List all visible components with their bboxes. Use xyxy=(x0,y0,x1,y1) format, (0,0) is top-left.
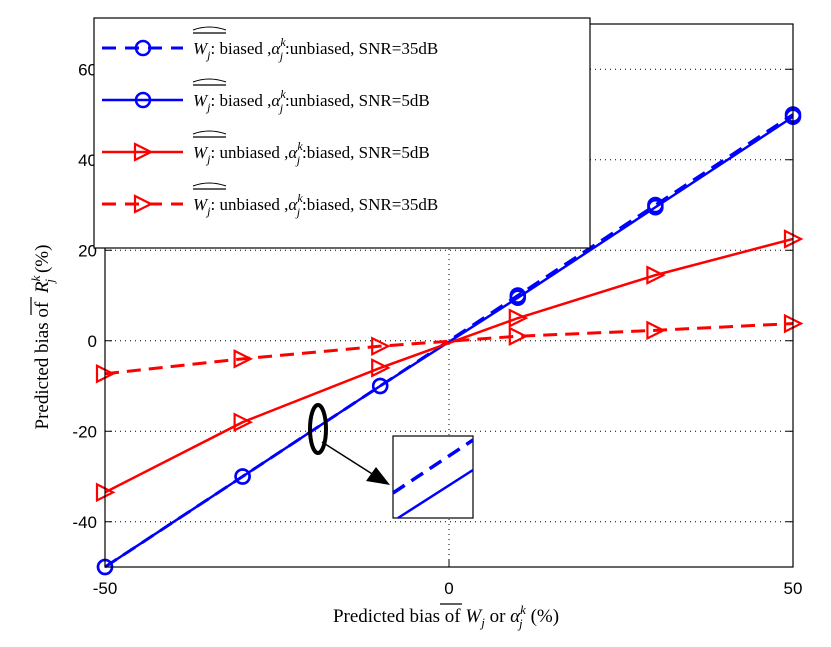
zoom-inset-solid-line xyxy=(397,468,474,520)
y-axis-label: Predicted bias of Rkj(%) xyxy=(28,245,57,430)
data-point xyxy=(646,320,666,341)
legend: Wj: biased ,αk j:unbiased, SNR=35dB Wj: bi… xyxy=(93,17,591,249)
data-point xyxy=(371,336,391,356)
zoom-inset-dashed-line xyxy=(392,438,474,495)
zoom-arrow-head xyxy=(366,467,390,485)
series-line xyxy=(104,237,794,494)
legend-marker xyxy=(134,39,152,57)
data-point xyxy=(646,265,666,285)
zoom-highlight-ellipse xyxy=(308,403,328,455)
zoom-arrow-line xyxy=(321,441,378,478)
legend-item-2: Wj: biased ,αk j:unbiased, SNR=5dB xyxy=(102,78,430,115)
data-point xyxy=(508,308,529,328)
legend-hat xyxy=(192,182,227,187)
data-point xyxy=(234,468,251,485)
x-tick-label: -50 xyxy=(93,579,118,598)
legend-marker xyxy=(133,142,154,162)
data-point xyxy=(233,349,254,369)
legend-box xyxy=(93,17,591,249)
y-tick-label: 40 xyxy=(78,151,97,170)
data-point xyxy=(371,377,389,395)
legend-hat xyxy=(192,26,227,31)
legend-label: Wj: unbiased ,αk j:biased, SNR=5dB xyxy=(193,139,430,167)
x-tick-label: 0 xyxy=(444,579,453,598)
data-point xyxy=(509,287,527,304)
series-line xyxy=(104,322,794,376)
legend-label: Wj: biased ,αk j:unbiased, SNR=5dB xyxy=(193,87,430,115)
series-4 xyxy=(95,313,804,384)
series-layer xyxy=(95,106,804,576)
x-axis-label: Predicted bias of Wj or αk j (%) xyxy=(333,602,559,631)
legend-item-1: Wj: biased ,αk j:unbiased, SNR=35dB xyxy=(102,26,438,63)
data-point xyxy=(508,326,529,347)
series-line xyxy=(104,113,794,569)
data-point xyxy=(233,412,254,432)
y-tick-label: 0 xyxy=(88,332,97,351)
legend-label: Wj: unbiased ,αk j:biased, SNR=35dB xyxy=(193,191,438,219)
legend-marker xyxy=(134,91,152,109)
y-tick-label: 60 xyxy=(78,60,97,79)
legend-marker xyxy=(133,194,154,214)
zoom-annotation xyxy=(308,403,474,520)
svg-text:Predicted bias of Rkj(%): Predicted bias of Rkj(%) xyxy=(28,245,57,430)
data-point xyxy=(647,196,664,214)
legend-hat xyxy=(192,130,227,135)
y-tick-label: -20 xyxy=(72,422,97,441)
legend-hat xyxy=(192,78,227,83)
ticks: -50 0 50 -40 -20 0 20 40 60 xyxy=(72,24,802,598)
y-tick-label: 20 xyxy=(78,241,97,260)
data-point xyxy=(371,358,391,378)
legend-item-3: Wj: unbiased ,αk j:biased, SNR=5dB xyxy=(102,130,430,167)
legend-label: Wj: biased ,αk j:unbiased, SNR=35dB xyxy=(193,35,438,63)
x-tick-label: 50 xyxy=(784,579,803,598)
y-tick-label: -40 xyxy=(72,513,97,532)
svg-text:Predicted bias of Wj or: Predicted bias of Wj or αk j (%) xyxy=(333,602,559,631)
legend-item-4: Wj: unbiased ,αk j:biased, SNR=35dB xyxy=(102,182,438,219)
